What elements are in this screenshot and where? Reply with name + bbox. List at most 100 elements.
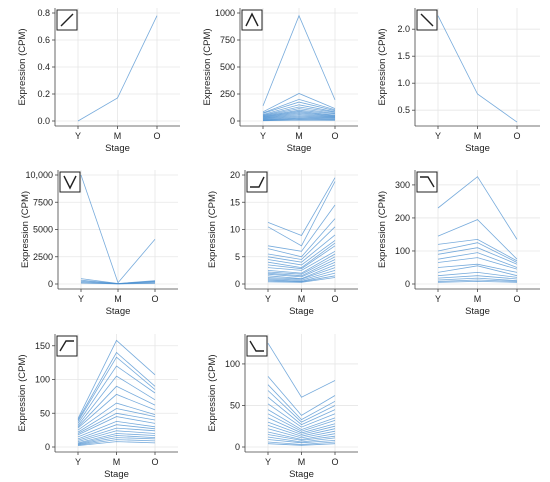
series-line xyxy=(262,101,336,114)
y-tick-label: 0.4 xyxy=(37,62,50,72)
series-line xyxy=(262,98,336,114)
series-line xyxy=(267,264,336,280)
series-line xyxy=(267,270,336,281)
series-line xyxy=(437,257,518,270)
y-axis-label: Expression (CPM) xyxy=(377,191,388,268)
series-line xyxy=(77,430,156,442)
x-tick-label: O xyxy=(331,131,338,141)
y-axis-label: Expression (CPM) xyxy=(207,191,218,268)
x-tick-label: M xyxy=(114,294,122,304)
series-line xyxy=(437,271,518,278)
series-line xyxy=(77,427,156,441)
series-line xyxy=(267,240,336,266)
x-tick-label: Y xyxy=(75,457,81,467)
series-line xyxy=(437,280,518,283)
y-tick-label: 5 xyxy=(235,252,240,262)
x-tick-label: Y xyxy=(435,294,441,304)
series-line xyxy=(437,252,518,268)
y-axis-label: Expression (CPM) xyxy=(207,354,218,431)
y-tick-label: 100 xyxy=(35,375,50,385)
early-rise-then-plateau-icon xyxy=(56,335,78,357)
series-line xyxy=(77,416,156,436)
series-line xyxy=(437,219,518,260)
series-line xyxy=(262,108,336,116)
series-line xyxy=(437,277,518,282)
y-tick-label: 150 xyxy=(35,341,50,351)
series-line xyxy=(267,428,336,439)
y-tick-label: 1.5 xyxy=(397,51,410,61)
dip-at-m-icon-glyph xyxy=(63,175,77,190)
series-line xyxy=(262,111,336,118)
peak-at-m-icon-glyph xyxy=(245,12,259,27)
y-tick-label: 1000 xyxy=(215,8,235,18)
y-tick-label: 500 xyxy=(220,62,235,72)
y-tick-label: 100 xyxy=(395,246,410,256)
y-tick-label: 0 xyxy=(235,442,240,452)
x-axis-label: Stage xyxy=(465,143,490,154)
y-tick-label: 2.0 xyxy=(397,24,410,34)
series-line xyxy=(267,409,336,431)
y-axis-label: Expression (CPM) xyxy=(17,28,28,105)
series-line xyxy=(77,339,156,419)
x-axis-label: Stage xyxy=(287,143,312,154)
series-line xyxy=(437,275,518,280)
series-line xyxy=(77,435,156,444)
series-line xyxy=(267,384,336,421)
y-tick-label: 10 xyxy=(230,225,240,235)
series-line xyxy=(77,412,156,434)
series-line xyxy=(437,265,518,277)
y-tick-label: 750 xyxy=(220,35,235,45)
series-line xyxy=(77,420,156,438)
y-tick-label: 0 xyxy=(235,279,240,289)
series-line xyxy=(437,15,518,123)
x-tick-label: Y xyxy=(265,457,271,467)
series-line xyxy=(77,351,156,421)
x-tick-label: O xyxy=(513,131,520,141)
series-line xyxy=(262,119,336,122)
panel-5: 0 5 10 15 20 Y M O Stage Expression (CPM) xyxy=(207,170,358,317)
series-line xyxy=(77,356,156,422)
series-line xyxy=(267,259,336,277)
y-tick-label: 200 xyxy=(395,213,410,223)
late-rise-icon-glyph xyxy=(250,176,265,188)
series-line xyxy=(77,365,156,424)
series-line xyxy=(267,434,336,441)
early-fall-then-plateau-icon-glyph xyxy=(249,340,264,352)
series-line xyxy=(437,176,518,240)
series-line xyxy=(267,256,336,275)
series-line xyxy=(262,110,336,118)
series-line xyxy=(267,421,336,435)
y-tick-label: 0 xyxy=(405,279,410,289)
y-tick-label: 2500 xyxy=(33,252,53,262)
y-axis-label: Expression (CPM) xyxy=(20,191,31,268)
series-line xyxy=(80,174,156,284)
series-line xyxy=(262,116,336,120)
y-tick-label: 0 xyxy=(48,279,53,289)
series-line xyxy=(437,242,518,263)
x-tick-label: O xyxy=(153,131,160,141)
series-line xyxy=(267,342,336,398)
x-tick-label: M xyxy=(295,131,303,141)
series-line xyxy=(267,204,336,252)
panel-1: 0.0 0.2 0.4 0.6 0.8 Y M O Stage Expression (CPM) xyxy=(17,8,180,154)
series-line xyxy=(77,393,156,429)
series-line xyxy=(267,250,336,271)
y-tick-label: 0.2 xyxy=(37,89,50,99)
series-line xyxy=(267,181,336,247)
x-axis-label: Stage xyxy=(289,469,314,480)
y-axis-label: Expression (CPM) xyxy=(377,28,388,105)
series-line xyxy=(267,417,336,434)
series-line xyxy=(437,279,518,282)
x-tick-label: O xyxy=(151,457,158,467)
early-fall-then-plateau-icon xyxy=(246,335,268,357)
panel-3: 0.5 1.0 1.5 2.0 Y M O Stage Expression (CPM) xyxy=(377,8,540,154)
y-tick-label: 50 xyxy=(230,400,240,410)
x-tick-label: Y xyxy=(265,294,271,304)
y-tick-label: 7500 xyxy=(33,197,53,207)
series-line xyxy=(77,385,156,428)
early-rise-then-plateau-icon-glyph xyxy=(59,340,74,352)
series-line xyxy=(262,118,336,121)
y-tick-label: 100 xyxy=(225,359,240,369)
series-line xyxy=(262,115,336,120)
